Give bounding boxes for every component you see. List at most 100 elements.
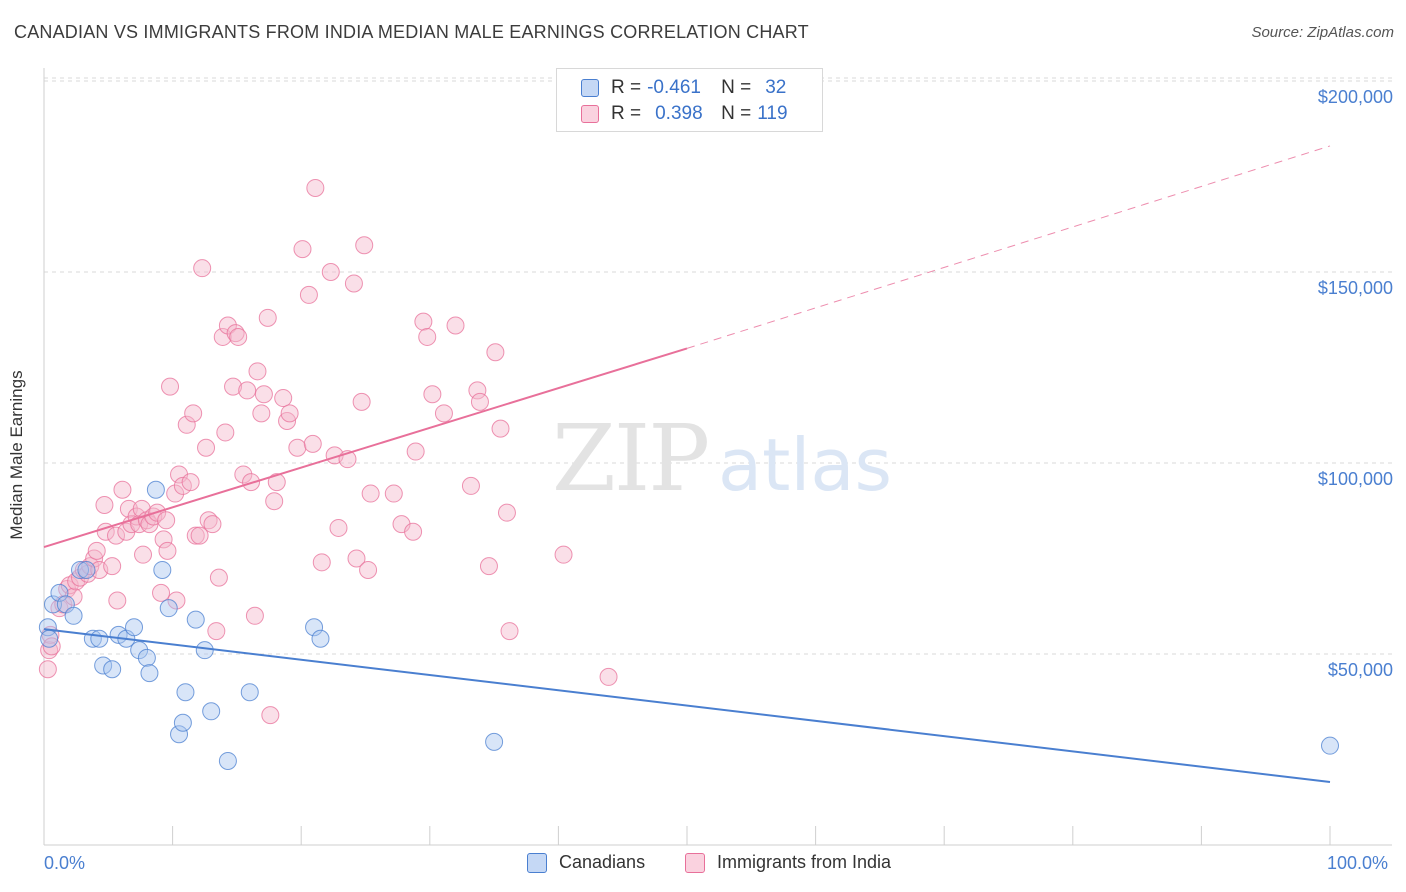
india-point	[218, 316, 237, 335]
legend-r-label: R =	[611, 77, 642, 98]
bottom-legend-label: Immigrants from India	[717, 852, 892, 872]
india-point	[197, 438, 216, 457]
y-tick-label: $150,000	[1317, 278, 1393, 298]
india-point	[64, 587, 83, 606]
india-point	[280, 404, 299, 423]
india-point	[470, 392, 489, 411]
legend-row-india: R = 0.398 N = 119	[581, 103, 788, 125]
india-trend-extension	[686, 145, 1331, 349]
y-axis-label: Median Male Earnings	[7, 370, 26, 540]
india-point	[384, 484, 403, 503]
india-point	[134, 545, 153, 564]
canadians-point	[94, 656, 113, 675]
india-point	[177, 415, 196, 434]
india-point	[113, 480, 132, 499]
trend-lines	[43, 145, 1331, 783]
canadians-point	[173, 713, 192, 732]
bottom-legend-india: Immigrants from India	[685, 852, 891, 873]
bottom-legend-swatch-blue	[527, 852, 547, 873]
india-point	[355, 236, 374, 255]
india-point	[167, 591, 186, 610]
india-point	[288, 438, 307, 457]
canadians-point	[71, 560, 90, 579]
india-point	[479, 557, 498, 576]
canadians-point	[311, 629, 330, 648]
india-point	[229, 327, 248, 346]
axes	[43, 68, 1392, 846]
india-point	[207, 622, 226, 641]
x-tick-label: 100.0%	[1327, 853, 1389, 873]
india-point	[414, 312, 433, 331]
canadians-point	[485, 732, 504, 751]
india-point	[203, 515, 222, 534]
canadians-point	[146, 480, 165, 499]
india-point	[299, 285, 318, 304]
india-point	[486, 343, 505, 362]
india-point	[274, 389, 293, 408]
correlation-legend: R = -0.461 N = 32 R = 0.398 N = 119	[556, 68, 823, 132]
india-point	[154, 530, 173, 549]
canadians-trend-line	[43, 628, 1331, 783]
india-point	[265, 492, 284, 511]
canadians-point	[218, 751, 237, 770]
canadians-point	[195, 641, 214, 660]
canadians-point	[153, 560, 172, 579]
legend-n-value: 32	[765, 77, 787, 98]
india-point	[157, 511, 176, 530]
india-point	[119, 499, 138, 518]
india-point	[344, 274, 363, 293]
canadians-point	[64, 606, 83, 625]
india-point	[190, 526, 209, 545]
india-point	[245, 606, 264, 625]
canadians-point	[305, 618, 324, 637]
legend-r-value: -0.461	[647, 77, 701, 98]
india-point	[497, 503, 516, 522]
india-point	[321, 263, 340, 281]
legend-swatch-blue	[581, 79, 599, 97]
india-point	[95, 496, 114, 515]
india-point	[461, 476, 480, 495]
india-point	[261, 706, 280, 725]
india-point	[193, 259, 212, 278]
india-point	[224, 377, 243, 396]
india-point	[312, 553, 331, 572]
source-label: Source: ZipAtlas.com	[1251, 24, 1394, 41]
india-point	[87, 541, 106, 560]
legend-n-value: 119	[757, 103, 788, 124]
india-point	[108, 591, 127, 610]
india-point	[103, 557, 122, 576]
grid-lines	[44, 77, 1392, 655]
india-point	[434, 404, 453, 423]
india-point	[152, 583, 171, 602]
india-point	[347, 549, 366, 568]
canadians-point	[103, 660, 122, 679]
india-point	[252, 404, 271, 423]
y-tick-label: $50,000	[1327, 660, 1393, 680]
india-point	[359, 560, 378, 579]
india-point	[306, 178, 325, 197]
india-point	[38, 660, 57, 679]
india-point	[303, 434, 322, 453]
india-point	[184, 404, 203, 423]
india-point	[254, 385, 273, 404]
india-point	[418, 327, 437, 346]
india-point	[267, 473, 286, 492]
india-point	[446, 316, 465, 335]
watermark-zip: ZIP	[552, 405, 708, 512]
canadians-point	[38, 618, 57, 637]
india-point	[166, 484, 185, 503]
india-point	[468, 381, 487, 400]
india-point	[186, 526, 205, 545]
india-point	[216, 423, 235, 442]
canadians-point	[125, 618, 144, 637]
legend-n-label: N =	[721, 77, 752, 98]
canadians-point	[140, 664, 159, 683]
legend-r-value: 0.398	[655, 103, 703, 124]
canadians-point	[1321, 736, 1339, 755]
india-point	[406, 442, 425, 461]
india-point	[258, 308, 277, 327]
india-point	[423, 385, 442, 404]
canadians-point	[90, 629, 109, 648]
canadians-point	[130, 641, 149, 660]
india-point	[491, 419, 510, 438]
